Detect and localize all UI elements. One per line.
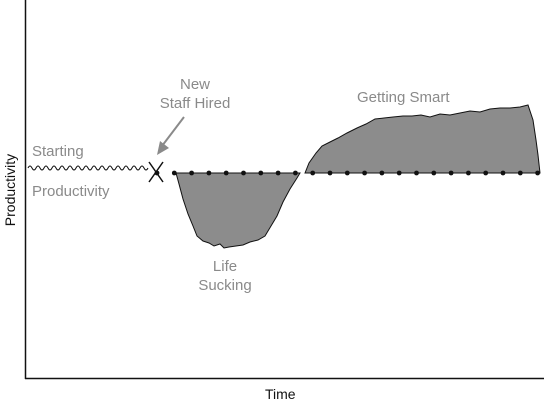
baseline-dot bbox=[189, 170, 195, 176]
baseline-dot bbox=[500, 170, 506, 176]
baseline-dot bbox=[396, 170, 402, 176]
getting-smart-label: Getting Smart bbox=[357, 89, 450, 106]
baseline-dot bbox=[171, 170, 177, 176]
starting-productivity-label-line2: Productivity bbox=[32, 183, 110, 200]
starting-productivity-label-line1: Starting bbox=[32, 143, 84, 160]
baseline-dot bbox=[466, 170, 471, 176]
baseline-dot bbox=[535, 170, 540, 176]
life-sucking-area bbox=[175, 172, 301, 249]
baseline-dot bbox=[483, 170, 489, 176]
baseline-dot bbox=[293, 170, 298, 176]
y-axis-title: Productivity bbox=[2, 153, 18, 227]
new-staff-arrowhead-icon bbox=[157, 141, 169, 155]
baseline-dot bbox=[414, 170, 419, 176]
new-staff-label-line2: Staff Hired bbox=[159, 95, 231, 112]
baseline-dot bbox=[310, 170, 316, 176]
baseline-dot bbox=[241, 170, 246, 176]
starting-productivity-squiggle bbox=[27, 165, 149, 171]
baseline-dot bbox=[223, 170, 229, 176]
new-staff-label-line1: New bbox=[179, 76, 210, 93]
baseline-dot bbox=[327, 170, 333, 176]
life-sucking-label-line2: Sucking bbox=[198, 277, 252, 294]
baseline-dot bbox=[206, 170, 212, 176]
baseline-dot bbox=[258, 170, 264, 176]
baseline-dot bbox=[275, 170, 281, 176]
getting-smart-area bbox=[304, 104, 541, 174]
x-axis-title: Time bbox=[265, 386, 296, 402]
baseline-dot bbox=[362, 170, 367, 176]
life-sucking-label-line1: Life bbox=[212, 258, 238, 275]
baseline-dot bbox=[448, 170, 454, 176]
baseline-dot bbox=[431, 170, 437, 176]
baseline-dot bbox=[517, 170, 523, 176]
baseline-dot bbox=[344, 170, 350, 176]
new-staff-arrow bbox=[161, 116, 185, 147]
baseline-dots bbox=[154, 170, 540, 176]
baseline-dot bbox=[379, 170, 385, 176]
new-staff-cross-mark bbox=[148, 161, 164, 183]
